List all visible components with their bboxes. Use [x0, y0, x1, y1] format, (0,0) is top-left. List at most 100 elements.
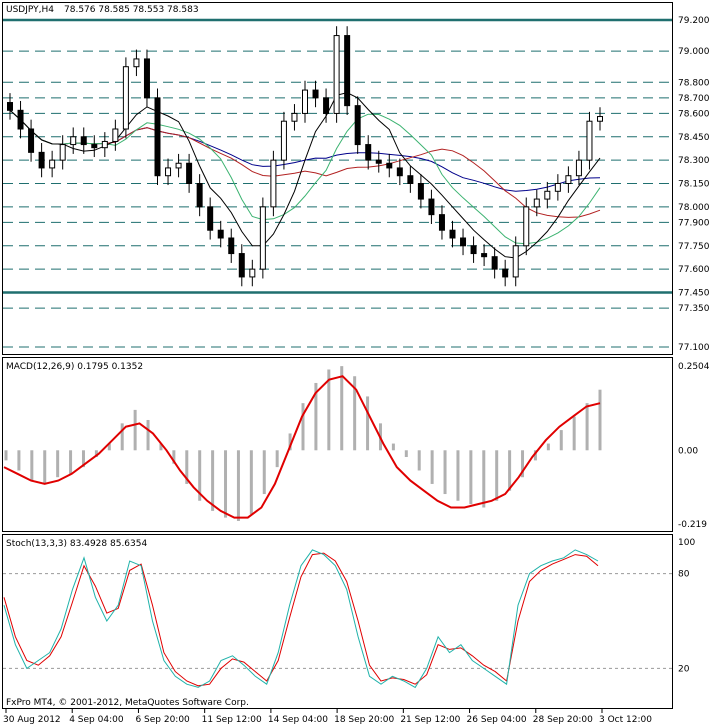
candle-body: [28, 128, 35, 153]
candle-body: [280, 120, 287, 161]
candle-body: [238, 253, 245, 278]
candle-body: [481, 253, 488, 258]
candle-body: [407, 175, 414, 184]
stoch-panel-border: [2, 534, 673, 709]
candle-body: [59, 144, 66, 161]
price-tick-label: 77.350: [678, 304, 710, 314]
candle-body: [249, 268, 256, 278]
macd-histogram-bar: [353, 376, 357, 451]
candle-body: [417, 183, 424, 200]
macd-histogram-bar: [159, 443, 163, 451]
macd-histogram-bar: [366, 396, 370, 451]
macd-histogram-bar: [495, 450, 499, 501]
macd-histogram-bar: [340, 366, 344, 451]
macd-histogram-bar: [456, 450, 460, 501]
macd-histogram-bar: [198, 450, 202, 501]
stoch-tick-labels: 100 80 20: [678, 538, 695, 674]
candle-body: [112, 128, 119, 142]
price-panel-border: [2, 2, 673, 355]
macd-histogram-bar: [482, 450, 486, 508]
candle-body: [270, 159, 277, 208]
candle-body: [207, 206, 214, 231]
candle-body: [502, 268, 509, 278]
macd-histogram-bar: [94, 450, 98, 458]
candle-body: [122, 66, 129, 130]
ma-green-line: [9, 109, 601, 245]
candle-body: [375, 159, 382, 164]
price-tick-label: 77.750: [678, 242, 710, 252]
price-tick-label: 78.450: [678, 133, 710, 143]
candle-body: [586, 120, 593, 161]
candle-body: [544, 190, 551, 200]
candle-body: [438, 214, 445, 231]
macd-histogram-bar: [17, 450, 21, 471]
chart-ohlc: 78.576 78.585 78.553 78.583: [64, 5, 199, 15]
price-tick-label: 78.600: [678, 109, 710, 119]
candle-body: [70, 136, 77, 146]
macd-histogram-bar: [521, 450, 525, 478]
candle-body: [259, 206, 266, 270]
candle-body: [186, 162, 193, 184]
macd-histogram-bar: [4, 450, 8, 461]
macd-histogram-bar: [236, 450, 240, 521]
candle-body: [291, 112, 298, 122]
candle-body: [470, 245, 477, 255]
candle-body: [49, 159, 56, 169]
candle-body: [217, 229, 224, 239]
copyright-text: FxPro MT4, © 2001-2012, MetaQuotes Softw…: [6, 698, 249, 708]
candle-body: [354, 105, 361, 146]
candle-body: [597, 116, 603, 122]
stoch-tick-label: 80: [678, 570, 690, 580]
macd-histogram-bar: [559, 430, 563, 451]
macd-histogram-bar: [430, 450, 434, 484]
macd-histogram-bar: [56, 450, 60, 478]
candle-body: [91, 144, 98, 149]
chart-symbol: USDJPY,H4: [6, 5, 54, 15]
x-tick-label: 26 Sep 04:00: [467, 715, 527, 725]
x-tick-label: 30 Aug 2012: [3, 715, 61, 725]
stoch-main-line: [3, 549, 599, 689]
macd-histogram-bar: [69, 450, 73, 474]
candle-body: [491, 256, 498, 270]
macd-histogram-bar: [404, 450, 408, 458]
macd-histogram-bar: [120, 423, 124, 451]
candle-body: [428, 198, 435, 216]
price-gridlines: [3, 18, 672, 348]
macd-histogram-bar: [262, 450, 266, 495]
macd-tick-labels: 0.2504 0.00 -0.219: [678, 362, 710, 530]
macd-histogram-bar: [314, 382, 318, 451]
macd-histogram-bar: [172, 450, 176, 464]
stoch-title: Stoch(13,3,3) 83.4928 85.6354: [6, 539, 147, 549]
macd-title: MACD(12,26,9) 0.1795 0.1352: [6, 362, 143, 372]
macd-histogram-bar: [417, 450, 421, 471]
candle-body: [512, 245, 519, 278]
macd-histogram-bar: [43, 450, 47, 484]
price-tick-label: 78.300: [678, 156, 710, 166]
candle-body: [554, 183, 561, 192]
candle-body: [323, 97, 330, 114]
candle-body: [460, 237, 467, 247]
macd-histogram-bar: [185, 450, 189, 484]
candle-body: [175, 162, 182, 169]
x-tick-label: 6 Sep 20:00: [135, 715, 190, 725]
price-tick-label: 78.000: [678, 203, 710, 213]
stoch-signal-line: [3, 552, 599, 687]
candle-body: [386, 162, 393, 169]
macd-histogram-bar: [107, 443, 111, 451]
price-tick-label: 78.150: [678, 180, 710, 190]
macd-histogram-bar: [146, 419, 150, 451]
price-tick-label: 77.450: [678, 289, 710, 299]
x-tick-label: 14 Sep 04:00: [268, 715, 328, 725]
price-tick-label: 79.000: [678, 47, 710, 57]
candle-body: [365, 144, 372, 161]
candle-body: [17, 109, 24, 130]
macd-histogram-bar: [327, 369, 331, 451]
candle-body: [533, 198, 540, 208]
candle-body: [38, 151, 45, 169]
price-tick-label: 78.800: [678, 78, 710, 88]
x-tick-label: 3 Oct 12:00: [599, 715, 652, 725]
x-axis-labels: 30 Aug 2012 4 Sep 04:00 6 Sep 20:00 11 Sep …: [3, 709, 652, 725]
price-tick-labels: 79.200 79.000 78.800 78.700 78.600 78.450 78.3…: [678, 16, 710, 353]
macd-histogram-bar: [30, 450, 34, 481]
